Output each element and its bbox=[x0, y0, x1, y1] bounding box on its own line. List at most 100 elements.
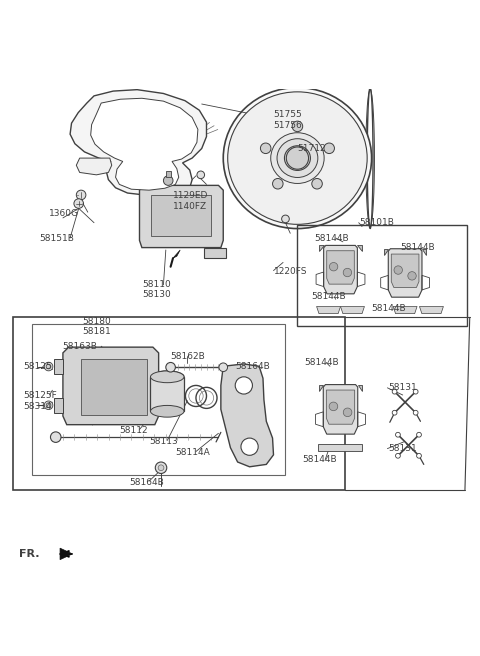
Polygon shape bbox=[140, 186, 223, 247]
Circle shape bbox=[46, 364, 51, 369]
Circle shape bbox=[329, 262, 338, 271]
Text: 58144B: 58144B bbox=[372, 304, 406, 314]
Ellipse shape bbox=[285, 146, 311, 171]
Text: 58113: 58113 bbox=[149, 438, 178, 447]
Circle shape bbox=[76, 190, 86, 199]
Circle shape bbox=[286, 147, 309, 169]
Circle shape bbox=[392, 410, 397, 415]
Polygon shape bbox=[221, 364, 274, 467]
Circle shape bbox=[408, 272, 416, 280]
Circle shape bbox=[44, 362, 53, 371]
Circle shape bbox=[324, 143, 335, 154]
Circle shape bbox=[74, 199, 84, 209]
Circle shape bbox=[241, 438, 258, 455]
Polygon shape bbox=[76, 158, 112, 175]
Polygon shape bbox=[173, 250, 180, 258]
Text: 58144B: 58144B bbox=[302, 455, 337, 464]
Polygon shape bbox=[91, 98, 198, 190]
Text: 58144B: 58144B bbox=[311, 293, 346, 301]
Text: 58101B: 58101B bbox=[360, 218, 395, 227]
Circle shape bbox=[312, 178, 323, 189]
Text: 51755
51756: 51755 51756 bbox=[274, 110, 302, 129]
Polygon shape bbox=[326, 390, 355, 424]
Text: 58144B: 58144B bbox=[314, 234, 349, 243]
Ellipse shape bbox=[271, 133, 324, 184]
Circle shape bbox=[273, 178, 283, 189]
Text: 58162B: 58162B bbox=[170, 352, 205, 361]
Polygon shape bbox=[393, 306, 417, 314]
Ellipse shape bbox=[151, 405, 184, 417]
Text: 58112: 58112 bbox=[120, 426, 148, 436]
Circle shape bbox=[166, 363, 175, 372]
Bar bbox=[32, 324, 286, 476]
Polygon shape bbox=[54, 398, 63, 413]
Polygon shape bbox=[137, 175, 158, 186]
Text: FR.: FR. bbox=[19, 549, 39, 559]
Circle shape bbox=[282, 215, 289, 223]
Text: 1220FS: 1220FS bbox=[274, 267, 307, 276]
Polygon shape bbox=[327, 251, 354, 284]
Polygon shape bbox=[318, 444, 362, 451]
Text: 58125: 58125 bbox=[24, 362, 52, 371]
Circle shape bbox=[46, 403, 51, 407]
Circle shape bbox=[329, 402, 338, 411]
Polygon shape bbox=[151, 377, 184, 411]
Text: 51712: 51712 bbox=[298, 144, 326, 153]
Polygon shape bbox=[420, 306, 444, 314]
Polygon shape bbox=[54, 359, 63, 375]
Bar bbox=[12, 318, 345, 490]
Polygon shape bbox=[388, 249, 422, 297]
Bar bbox=[166, 171, 170, 176]
Polygon shape bbox=[317, 306, 340, 314]
Text: 58151B: 58151B bbox=[39, 234, 74, 243]
Circle shape bbox=[392, 389, 397, 394]
Polygon shape bbox=[81, 359, 147, 415]
Polygon shape bbox=[70, 90, 206, 195]
Text: 58144B: 58144B bbox=[400, 243, 435, 252]
Circle shape bbox=[396, 432, 400, 437]
Text: 58131: 58131 bbox=[388, 383, 417, 392]
Polygon shape bbox=[320, 245, 324, 251]
Polygon shape bbox=[340, 306, 364, 314]
Text: 1360G: 1360G bbox=[48, 209, 79, 218]
Circle shape bbox=[417, 432, 421, 437]
Text: 58110
58130: 58110 58130 bbox=[142, 280, 170, 299]
Polygon shape bbox=[358, 384, 362, 390]
Ellipse shape bbox=[228, 92, 367, 224]
Text: 58114A: 58114A bbox=[175, 448, 210, 457]
Ellipse shape bbox=[151, 371, 184, 382]
Polygon shape bbox=[60, 548, 72, 560]
Polygon shape bbox=[384, 249, 388, 255]
Circle shape bbox=[197, 171, 204, 178]
Circle shape bbox=[44, 401, 53, 409]
Ellipse shape bbox=[223, 88, 372, 228]
Text: 58314: 58314 bbox=[24, 403, 52, 411]
Polygon shape bbox=[323, 384, 358, 434]
Circle shape bbox=[343, 408, 352, 417]
Text: 58144B: 58144B bbox=[305, 358, 339, 367]
Polygon shape bbox=[204, 247, 226, 258]
Circle shape bbox=[158, 465, 164, 470]
Circle shape bbox=[413, 410, 418, 415]
Circle shape bbox=[219, 363, 228, 371]
Text: 1129ED
1140FZ: 1129ED 1140FZ bbox=[173, 192, 208, 211]
Text: 58125F: 58125F bbox=[24, 390, 58, 400]
Text: 58164B: 58164B bbox=[235, 362, 270, 371]
Circle shape bbox=[417, 453, 421, 458]
Circle shape bbox=[156, 462, 167, 474]
Circle shape bbox=[394, 266, 402, 274]
Text: 58131: 58131 bbox=[388, 444, 417, 453]
Circle shape bbox=[343, 268, 352, 277]
Polygon shape bbox=[319, 384, 323, 390]
Circle shape bbox=[396, 453, 400, 458]
Text: 58180
58181: 58180 58181 bbox=[82, 317, 111, 337]
Polygon shape bbox=[422, 249, 426, 255]
Circle shape bbox=[235, 377, 252, 394]
Polygon shape bbox=[324, 245, 357, 294]
Text: 58163B: 58163B bbox=[62, 342, 97, 351]
Circle shape bbox=[292, 121, 303, 132]
Bar bbox=[152, 195, 211, 236]
Polygon shape bbox=[391, 254, 419, 287]
Ellipse shape bbox=[277, 138, 318, 178]
Circle shape bbox=[413, 389, 418, 394]
